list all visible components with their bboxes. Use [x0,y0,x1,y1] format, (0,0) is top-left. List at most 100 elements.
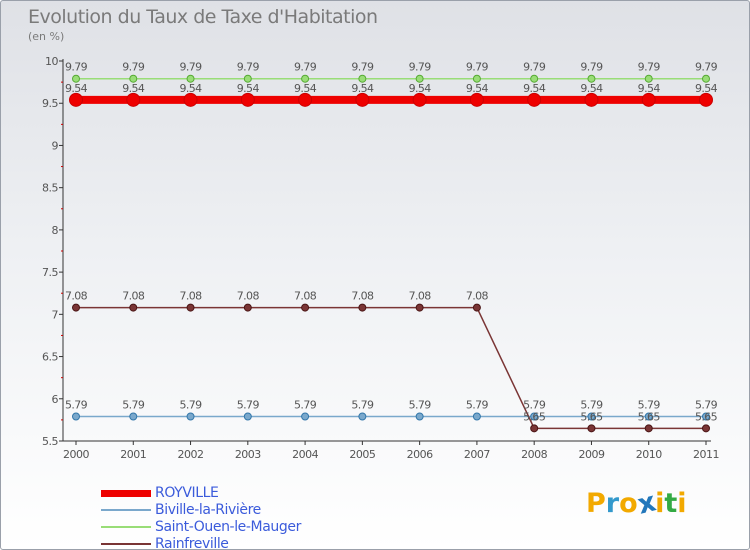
proxiti-logo-letter: P [586,488,606,519]
data-label-royville: 9.54 [466,82,489,95]
data-label-saint-ouen-le-mauger: 9.79 [580,61,603,74]
data-point-royville [527,92,542,107]
data-label-rainfreville: 7.08 [179,290,202,303]
data-label-biville-la-rivi-re: 5.79 [523,399,546,412]
data-point-rainfreville [358,303,367,312]
data-point-biville-la-rivi-re [243,412,252,421]
data-label-royville: 9.54 [179,82,202,95]
data-label-royville: 9.54 [351,82,374,95]
data-point-biville-la-rivi-re [415,412,424,421]
x-tick-label: 2000 [63,448,89,461]
data-label-royville: 9.54 [695,82,718,95]
data-point-saint-ouen-le-mauger [358,74,367,83]
data-point-saint-ouen-le-mauger [129,74,138,83]
data-point-biville-la-rivi-re [72,412,80,421]
data-label-rainfreville: 7.08 [351,290,374,303]
data-label-biville-la-rivi-re: 5.79 [580,399,603,412]
legend-swatch-rainfreville [101,543,151,545]
data-label-biville-la-rivi-re: 5.79 [65,399,88,412]
x-tick-label: 2008 [521,448,547,461]
y-tick-label: 6.5 [42,351,58,364]
data-label-saint-ouen-le-mauger: 9.79 [409,61,432,74]
data-label-saint-ouen-le-mauger: 9.79 [179,61,202,74]
data-point-rainfreville [415,303,424,312]
data-point-biville-la-rivi-re [644,412,653,421]
data-point-saint-ouen-le-mauger [530,74,539,83]
data-point-biville-la-rivi-re [301,412,310,421]
data-point-rainfreville [587,424,596,433]
legend-swatch-royville [101,490,151,497]
data-point-royville [412,92,427,107]
data-point-rainfreville [472,303,481,312]
x-tick-label: 2002 [178,448,204,461]
data-point-saint-ouen-le-mauger [702,74,710,83]
proxiti-logo: Proxiti [586,486,687,520]
data-point-biville-la-rivi-re [530,412,539,421]
y-tick-label: 10 [45,55,58,68]
data-label-biville-la-rivi-re: 5.79 [237,399,260,412]
data-point-rainfreville [129,303,138,312]
data-label-biville-la-rivi-re: 5.79 [638,399,661,412]
data-label-royville: 9.54 [523,82,546,95]
data-label-saint-ouen-le-mauger: 9.79 [351,61,374,74]
data-point-rainfreville [243,303,252,312]
data-point-saint-ouen-le-mauger [644,74,653,83]
data-label-biville-la-rivi-re: 5.79 [351,399,374,412]
y-tick-label: 8 [52,224,59,237]
data-label-royville: 9.54 [65,82,88,95]
data-point-royville [183,92,198,107]
data-point-saint-ouen-le-mauger [472,74,481,83]
data-point-rainfreville [186,303,195,312]
data-label-royville: 9.54 [409,82,432,95]
data-label-rainfreville: 7.08 [122,290,145,303]
data-point-biville-la-rivi-re [129,412,138,421]
y-tick-label: 7.5 [42,266,58,279]
data-label-saint-ouen-le-mauger: 9.79 [638,61,661,74]
data-label-biville-la-rivi-re: 5.79 [466,399,489,412]
x-tick-label: 2009 [578,448,604,461]
data-point-royville [298,92,313,107]
data-point-royville [469,92,484,107]
y-tick-label: 7 [52,308,59,321]
x-tick-label: 2005 [349,448,375,461]
data-point-royville [126,92,141,107]
data-point-rainfreville [301,303,310,312]
data-label-biville-la-rivi-re: 5.79 [409,399,432,412]
data-point-royville [69,92,83,107]
legend-label-royville: ROYVILLE [155,485,219,501]
chart-subtitle: (en %) [28,30,65,43]
data-label-royville: 9.54 [580,82,603,95]
data-point-royville [240,92,255,107]
data-label-rainfreville: 7.08 [237,290,260,303]
data-label-rainfreville: 7.08 [294,290,317,303]
data-label-saint-ouen-le-mauger: 9.79 [523,61,546,74]
x-tick-label: 2011 [693,448,719,461]
data-label-rainfreville: 5.65 [523,410,546,423]
data-label-saint-ouen-le-mauger: 9.79 [122,61,145,74]
data-label-rainfreville: 7.08 [409,290,432,303]
legend-label-rainfreville: Rainfreville [155,536,229,550]
x-tick-label: 2010 [636,448,662,461]
data-point-saint-ouen-le-mauger [415,74,424,83]
data-label-saint-ouen-le-mauger: 9.79 [695,61,718,74]
data-point-royville [355,92,370,107]
legend-label-biville: Biville-la-Rivière [155,502,261,518]
proxiti-logo-letter: i [677,488,687,519]
proxiti-logo-letter: t [664,488,678,519]
data-label-royville: 9.54 [122,82,145,95]
legend-label-saint-ouen: Saint-Ouen-le-Mauger [155,519,301,535]
chart-title: Evolution du Taux de Taxe d'Habitation [28,6,378,28]
proxiti-logo-letter: i [655,488,665,519]
y-tick-label: 5.5 [42,435,58,448]
data-label-royville: 9.54 [237,82,260,95]
data-label-biville-la-rivi-re: 5.79 [179,399,202,412]
data-point-rainfreville [644,424,653,433]
data-point-royville [584,92,599,107]
data-label-biville-la-rivi-re: 5.79 [695,399,718,412]
data-label-biville-la-rivi-re: 5.79 [122,399,145,412]
data-point-royville [641,92,656,107]
data-point-saint-ouen-le-mauger [587,74,596,83]
data-label-saint-ouen-le-mauger: 9.79 [294,61,317,74]
